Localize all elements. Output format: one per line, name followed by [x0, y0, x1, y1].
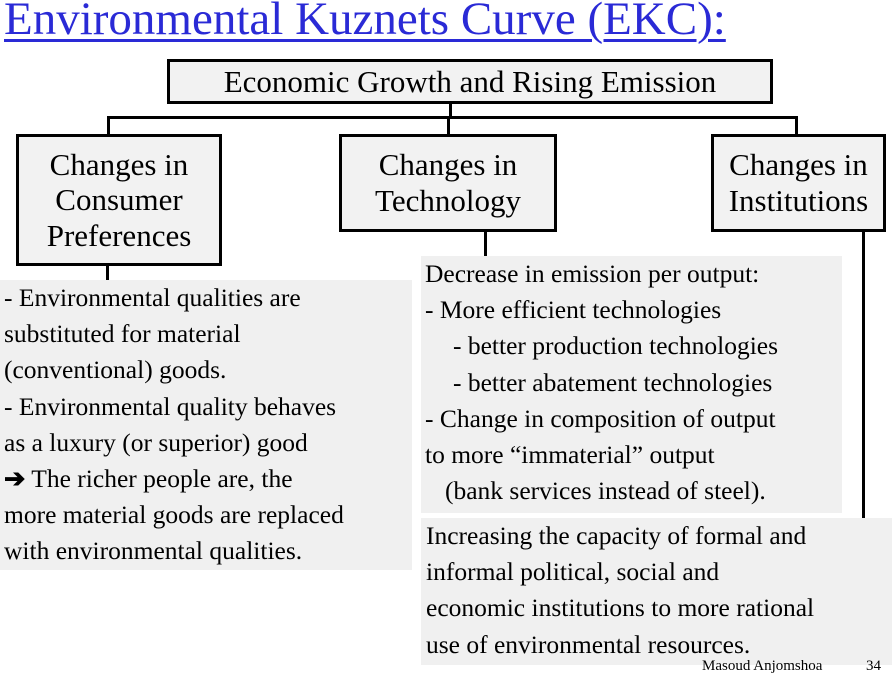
panel-line: as a luxury (or superior) good: [4, 427, 308, 457]
branch-box-technology: Changes in Technology: [339, 134, 557, 232]
branch-label-line: Institutions: [728, 183, 869, 218]
consumer-preferences-panel: - Environmental qualities are substitute…: [0, 280, 412, 570]
branch-box-consumer-preferences: Changes in Consumer Preferences: [16, 134, 222, 266]
panel-line: ➔ The richer people are, the: [4, 461, 412, 497]
panel-line: - better production technologies: [453, 331, 779, 361]
panel-line-text: The richer people are, the: [25, 464, 293, 494]
panel-line: to more “immaterial” output: [425, 440, 715, 470]
panel-line: economic institutions to more rational: [426, 593, 815, 623]
panel-line: use of environmental resources.: [426, 629, 751, 659]
panel-line: - Change in composition of output: [425, 403, 776, 433]
slide-title: Environmental Kuznets Curve (EKC):: [4, 0, 726, 45]
panel-line: (conventional) goods.: [4, 355, 227, 385]
branch-box-institutions: Changes in Institutions: [711, 134, 886, 232]
connector-consumer-panel: [106, 266, 109, 280]
panel-line: - better abatement technologies: [453, 367, 773, 397]
panel-line: - Environmental qualities are: [4, 283, 301, 312]
branch-label-line: Technology: [375, 183, 521, 218]
root-box: Economic Growth and Rising Emission: [167, 59, 773, 104]
right-arrow-icon: ➔: [4, 464, 26, 494]
footer-author: Masoud Anjomshoa: [702, 658, 823, 674]
branch-label-line: Changes in: [378, 147, 518, 183]
connector-root-down: [449, 104, 452, 118]
technology-panel: Decrease in emission per output: - More …: [421, 256, 842, 513]
panel-line: more material goods are replaced: [4, 500, 344, 530]
panel-line: (bank services instead of steel).: [445, 476, 766, 506]
panel-line: substituted for material: [4, 319, 241, 349]
branch-label-line: Consumer: [55, 182, 183, 218]
panel-line: - Environmental quality behaves: [4, 391, 337, 421]
institutions-panel: Increasing the capacity of formal and in…: [421, 518, 892, 665]
panel-line: - More efficient technologies: [425, 295, 722, 325]
connector-right-down: [795, 116, 798, 134]
branch-label-line: Changes in: [49, 146, 189, 182]
panel-line: Increasing the capacity of formal and: [426, 521, 807, 550]
branch-label-line: Changes in: [729, 147, 868, 183]
connector-left-down: [107, 116, 110, 134]
connector-horizontal: [107, 116, 798, 119]
connector-mid-down: [447, 116, 450, 134]
panel-line: informal political, social and: [426, 557, 720, 587]
footer-page-number: 34: [866, 658, 881, 674]
panel-line: with environmental qualities.: [4, 536, 303, 566]
panel-line: Decrease in emission per output:: [425, 259, 760, 288]
connector-institutions-panel: [862, 230, 865, 518]
connector-technology-panel: [484, 232, 487, 256]
branch-label-line: Preferences: [46, 217, 192, 253]
